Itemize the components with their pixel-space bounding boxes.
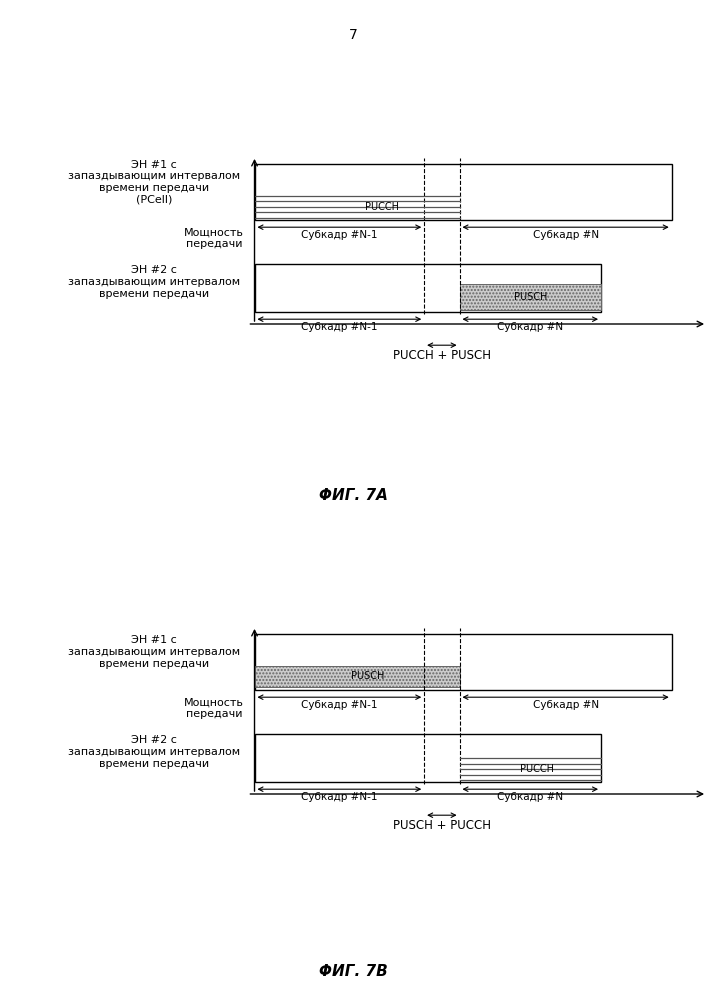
Bar (255, 164, 672, 220)
Text: Субкадр #N-1: Субкадр #N-1 (301, 230, 378, 240)
Bar (255, 634, 672, 690)
Text: PUCCH: PUCCH (365, 202, 399, 212)
Text: Субкадр #N-1: Субкадр #N-1 (301, 322, 378, 332)
Text: ЭН #1 с
запаздывающим интервалом
времени передачи
(PCell): ЭН #1 с запаздывающим интервалом времени… (69, 160, 240, 204)
Text: ЭН #2 с
запаздывающим интервалом
времени передачи: ЭН #2 с запаздывающим интервалом времени… (69, 265, 240, 299)
Text: Субкадр #N-1: Субкадр #N-1 (301, 700, 378, 710)
Text: ЭН #1 с
запаздывающим интервалом
времени передачи: ЭН #1 с запаздывающим интервалом времени… (69, 635, 240, 669)
Bar (255, 666, 460, 687)
Bar (255, 734, 601, 782)
Text: ΦИГ. 7A: ΦИГ. 7A (319, 488, 388, 502)
Text: Мощность
передачи: Мощность передачи (184, 697, 244, 719)
Text: Субкадр #N: Субкадр #N (532, 700, 599, 710)
Text: PUCCH: PUCCH (520, 764, 554, 774)
Text: Субкадр #N: Субкадр #N (497, 322, 563, 332)
Text: PUCCH + PUSCH: PUCCH + PUSCH (393, 349, 491, 362)
Text: Субкадр #N-1: Субкадр #N-1 (301, 792, 378, 802)
Text: PUSCH: PUSCH (513, 292, 547, 302)
Text: Субкадр #N: Субкадр #N (532, 230, 599, 240)
Text: Субкадр #N: Субкадр #N (497, 792, 563, 802)
Text: PUSCH: PUSCH (351, 671, 384, 681)
Bar (255, 264, 601, 312)
Text: Мощность
передачи: Мощность передачи (184, 227, 244, 249)
Text: ΦИГ. 7B: ΦИГ. 7B (319, 964, 388, 980)
Text: PUSCH + PUCCH: PUSCH + PUCCH (393, 819, 491, 832)
Bar (460, 284, 601, 310)
Text: ЭН #2 с
запаздывающим интервалом
времени передачи: ЭН #2 с запаздывающим интервалом времени… (69, 735, 240, 769)
Text: 7: 7 (349, 28, 358, 42)
